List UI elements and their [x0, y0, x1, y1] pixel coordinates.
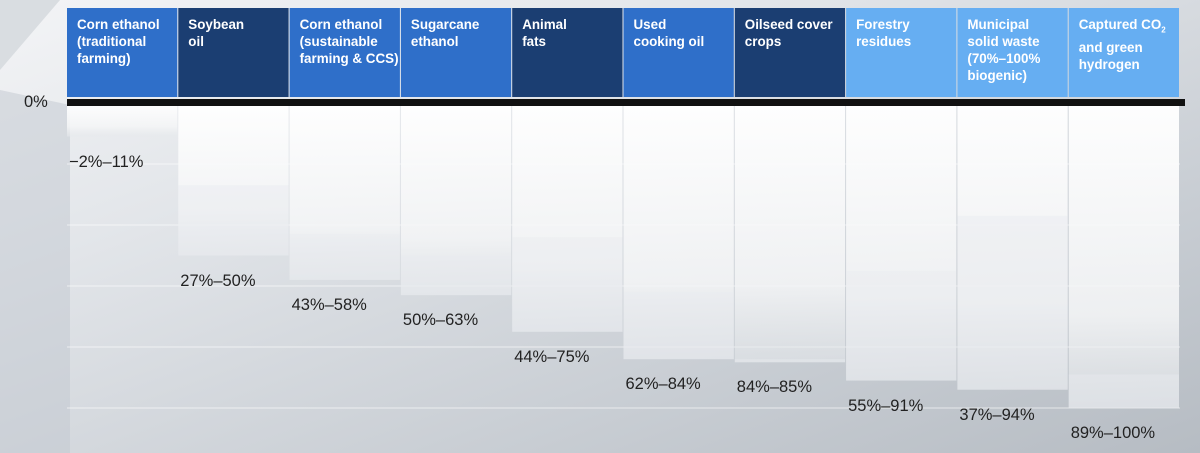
category-header-cell [400, 8, 512, 97]
range-value-label: 50%–63% [402, 311, 479, 330]
category-header-cell [1068, 8, 1179, 97]
range-bar [734, 103, 846, 363]
range-band [512, 237, 623, 332]
category-header-label: Captured CO2 and green hydrogen [1078, 17, 1166, 72]
category-header-cell [289, 8, 400, 97]
range-value-label: 84%–85% [736, 378, 813, 397]
range-band [1068, 374, 1179, 408]
range-band [957, 215, 1068, 390]
category-header-cell [67, 8, 178, 97]
range-bar [1068, 103, 1179, 408]
range-value-label: 43%–58% [291, 295, 367, 314]
category-header-cell [623, 8, 734, 97]
category-header-cell [734, 8, 846, 97]
range-band [623, 292, 734, 360]
category-header-label: Soybean oil [188, 17, 245, 49]
category-header-label: Forestry residues [856, 17, 912, 49]
range-bar [512, 103, 623, 332]
range-bar [67, 103, 178, 137]
range-value-label: 27%–50% [180, 271, 256, 290]
range-value-label: 44%–75% [514, 347, 590, 366]
category-header-cell [846, 8, 957, 97]
range-bar [289, 103, 400, 280]
range-bar [846, 103, 957, 381]
category-header-label: Municipal solid waste (70%–100% biogenic… [967, 17, 1041, 83]
range-band [289, 234, 400, 280]
range-band [400, 255, 512, 296]
category-header-cell [512, 8, 623, 97]
range-bar [178, 103, 289, 256]
category-header-label: Animal fats [522, 17, 567, 49]
range-band [178, 185, 289, 256]
range-value-label: 37%–94% [959, 405, 1035, 424]
category-header-label: Used cooking oil [633, 17, 705, 49]
range-band [734, 359, 846, 363]
category-header-label: Corn ethanol (traditional farming) [77, 17, 160, 66]
range-bar [957, 103, 1068, 390]
category-header-label: Corn ethanol (sustainable farming & CCS) [299, 17, 399, 66]
range-value-label: 62%–84% [625, 375, 701, 394]
zero-baseline [67, 99, 1185, 106]
category-header-cell [957, 8, 1068, 97]
range-bar [623, 103, 734, 360]
range-band [846, 270, 957, 381]
range-value-label: 89%–100% [1070, 424, 1156, 442]
range-value-label: 55%–91% [848, 396, 924, 415]
range-bar [400, 103, 512, 296]
zero-axis-label: 0% [24, 93, 48, 111]
range-value-label: −2%–11% [69, 152, 144, 171]
category-header-cell [178, 8, 289, 97]
category-header-label: Oilseed cover crops [744, 17, 833, 49]
category-header-label: Sugarcane ethanol [410, 17, 480, 49]
